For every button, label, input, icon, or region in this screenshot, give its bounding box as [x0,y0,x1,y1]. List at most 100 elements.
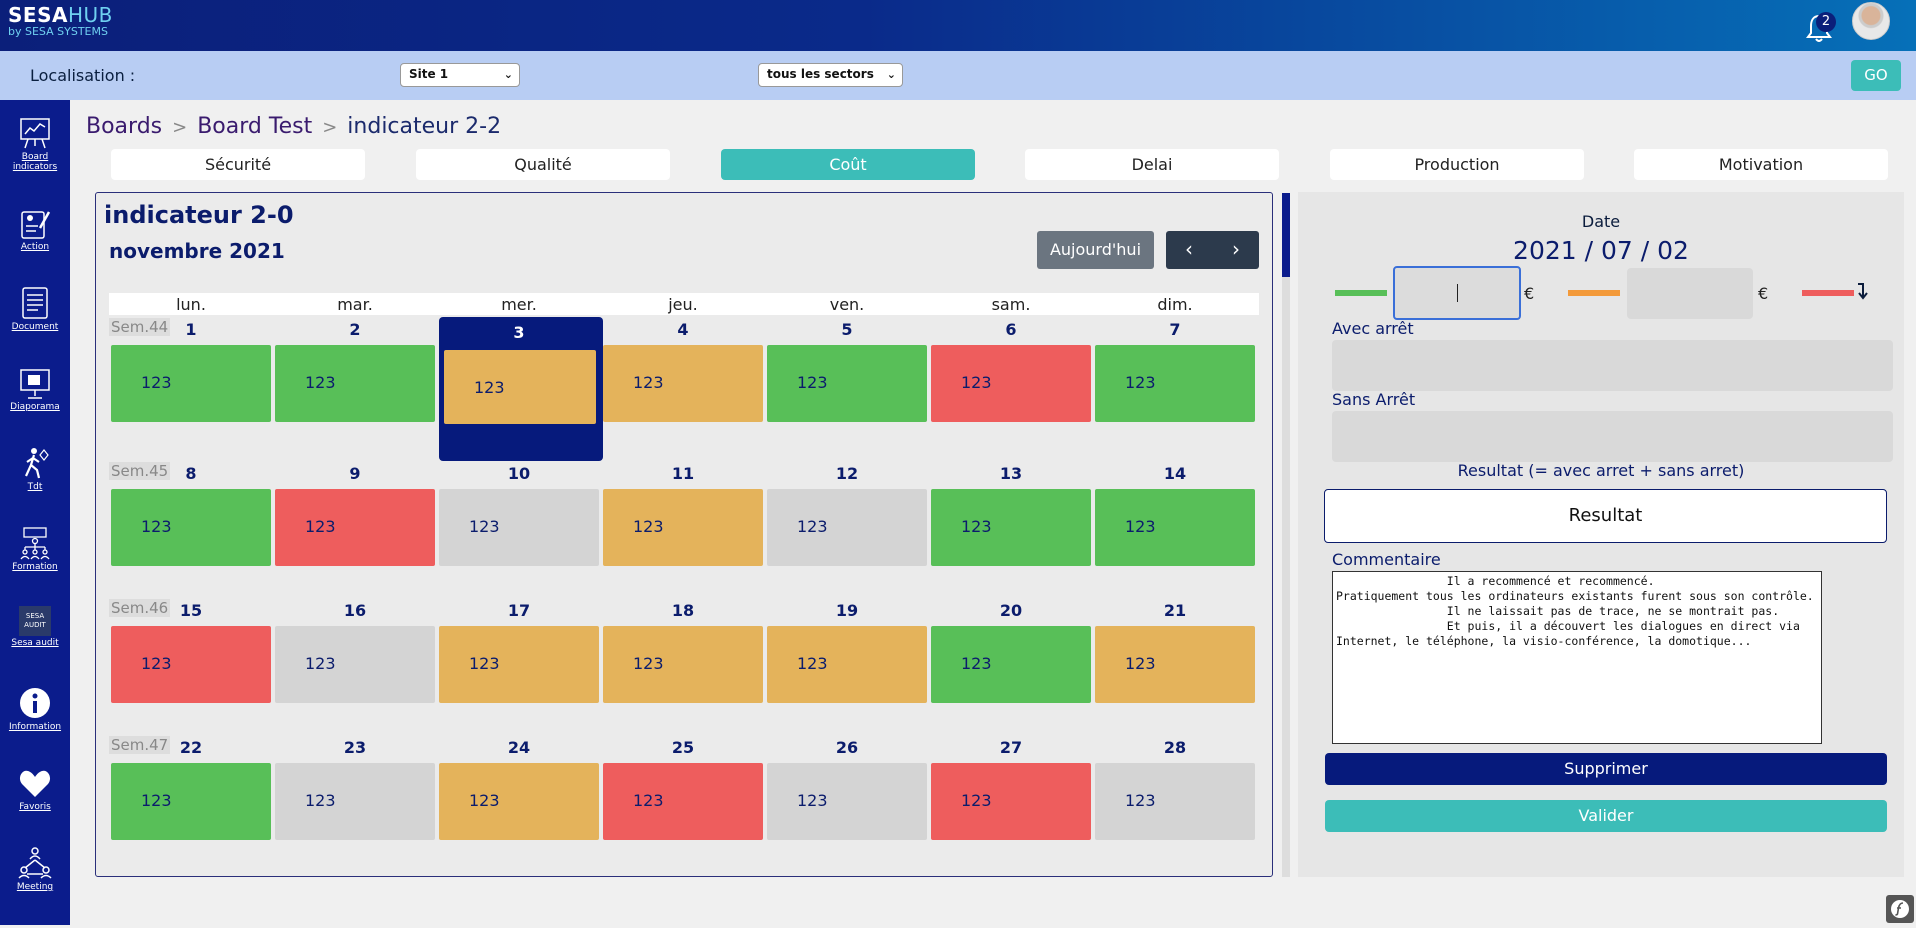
day-cell[interactable]: 123 [439,489,599,566]
day-cell[interactable]: 123 [1095,489,1255,566]
week-label: Sem.47 [109,736,171,754]
sidebar-item-board-indicators[interactable]: Board indicators [0,116,70,172]
day-cell[interactable]: 123 [275,626,435,703]
day-cell[interactable]: 123 [931,763,1091,840]
sidebar-item-information[interactable]: Information [0,686,70,732]
next-month-button[interactable]: › [1213,231,1259,269]
today-button[interactable]: Aujourd'hui [1037,231,1154,269]
prev-month-button[interactable]: ‹ [1166,231,1212,269]
sidebar-item-favoris[interactable]: Favoris [0,766,70,812]
arrow-down-icon[interactable] [1856,282,1868,302]
day-cell[interactable]: 123 [767,763,927,840]
valider-button[interactable]: Valider [1325,800,1887,832]
day-number: 19 [835,601,859,620]
calendar-month: novembre 2021 [109,239,285,263]
day-cell[interactable]: 123 [603,626,763,703]
logo-hub-text: HUB [67,3,113,27]
document-icon [22,287,48,319]
sidebar-item-meeting[interactable]: Meeting [0,846,70,892]
day-cell[interactable]: 123 [111,763,271,840]
chevron-down-icon: ⌄ [886,68,896,81]
cell-value: 123 [1125,373,1156,392]
symfony-toolbar-icon[interactable] [1886,895,1914,923]
day-cell[interactable]: 123 [603,345,763,422]
notification-badge: 2 [1816,12,1836,32]
cell-value: 123 [474,378,505,397]
go-button[interactable]: GO [1851,60,1901,91]
cell-value: 123 [1125,517,1156,536]
avatar[interactable] [1852,2,1890,40]
day-cell[interactable]: 123 [767,345,927,422]
day-number: 24 [507,738,531,757]
green-threshold-input[interactable] [1393,266,1521,320]
resultat-field[interactable]: Resultat [1324,489,1887,543]
day-cell[interactable]: 123 [275,489,435,566]
supprimer-button[interactable]: Supprimer [1325,753,1887,785]
tab-qualite[interactable]: Qualité [416,149,670,180]
sidebar-label: Action [20,242,50,252]
board-indicators-icon [20,118,50,149]
sidebar-item-document[interactable]: Document [0,286,70,332]
tab-cout[interactable]: Coût [721,149,975,180]
sidebar-item-action[interactable]: Action [0,206,70,252]
sesahub-logo[interactable]: SESAHUB by SESA SYSTEMS [8,4,113,38]
day-cell[interactable]: 123 [1095,626,1255,703]
day-cell[interactable]: 123 [603,763,763,840]
day-cell[interactable]: 123 [931,489,1091,566]
day-cell[interactable]: 123 [931,345,1091,422]
tab-motivation[interactable]: Motivation [1634,149,1888,180]
tab-production[interactable]: Production [1330,149,1584,180]
sidebar-item-formation[interactable]: Formation [0,526,70,572]
avec-arret-input[interactable] [1332,340,1893,391]
sidebar-item-sesa-audit[interactable]: SESA AUDIT Sesa audit [0,606,70,648]
day-cell[interactable]: 123 [275,345,435,422]
day-cell[interactable]: 123 [111,626,271,703]
weekday-label: jeu. [668,295,698,314]
text-cursor [1457,284,1458,302]
tab-delai[interactable]: Delai [1025,149,1279,180]
sidebar-item-tdt[interactable]: Tdt [0,446,70,492]
formation-icon [20,527,50,560]
day-cell[interactable]: 123 [111,345,271,422]
day-cell[interactable]: 123 [931,626,1091,703]
calendar-scrollbar[interactable] [1282,193,1290,877]
week-label: Sem.46 [109,599,171,617]
day-cell[interactable]: 123 [1095,345,1255,422]
day-cell[interactable]: 123 [275,763,435,840]
breadcrumb-board-test-link[interactable]: Board Test [197,114,313,139]
cell-value: 123 [961,373,992,392]
sans-arret-input[interactable] [1332,411,1893,462]
day-number: 17 [507,601,531,620]
orange-threshold-input[interactable] [1627,268,1753,319]
meeting-icon [18,847,52,879]
indicator-title: indicateur 2-0 [104,201,294,229]
day-cell[interactable]: 123 [767,626,927,703]
sidebar-item-diaporama[interactable]: Diaporama [0,366,70,412]
logo-text: SESA [8,3,68,27]
weekday-label: dim. [1157,295,1193,314]
sesa-audit-badge-text: SESA [25,612,45,620]
day-number: 10 [507,464,531,483]
commentaire-textarea[interactable]: Il a recommencé et recommencé. Pratiquem… [1332,571,1822,744]
breadcrumb-boards-link[interactable]: Boards [86,114,163,139]
day-number: 8 [185,464,197,483]
cell-value: 123 [633,373,664,392]
day-cell[interactable]: 123 [603,489,763,566]
day-cell[interactable]: 123 [439,626,599,703]
chevron-left-icon: ‹ [1185,237,1193,261]
day-cell[interactable]: 123 [1095,763,1255,840]
cell-value: 123 [469,654,500,673]
day-cell[interactable]: 123 [439,763,599,840]
sesa-audit-icon: SESA AUDIT [19,606,51,636]
day-cell[interactable]: 123 [767,489,927,566]
tab-securite[interactable]: Sécurité [111,149,365,180]
site-select[interactable]: Site 1 ⌄ [400,63,520,87]
day-cell-selected[interactable]: 123 [444,350,596,424]
chevron-down-icon: ⌄ [503,68,513,81]
calendar-scrollbar-thumb[interactable] [1282,193,1290,277]
breadcrumb-current: indicateur 2-2 [347,114,502,139]
commentaire-label: Commentaire [1332,550,1441,569]
day-cell[interactable]: 123 [111,489,271,566]
sector-select[interactable]: tous les sectors ⌄ [758,63,903,87]
sans-arret-label: Sans Arrêt [1332,390,1416,409]
